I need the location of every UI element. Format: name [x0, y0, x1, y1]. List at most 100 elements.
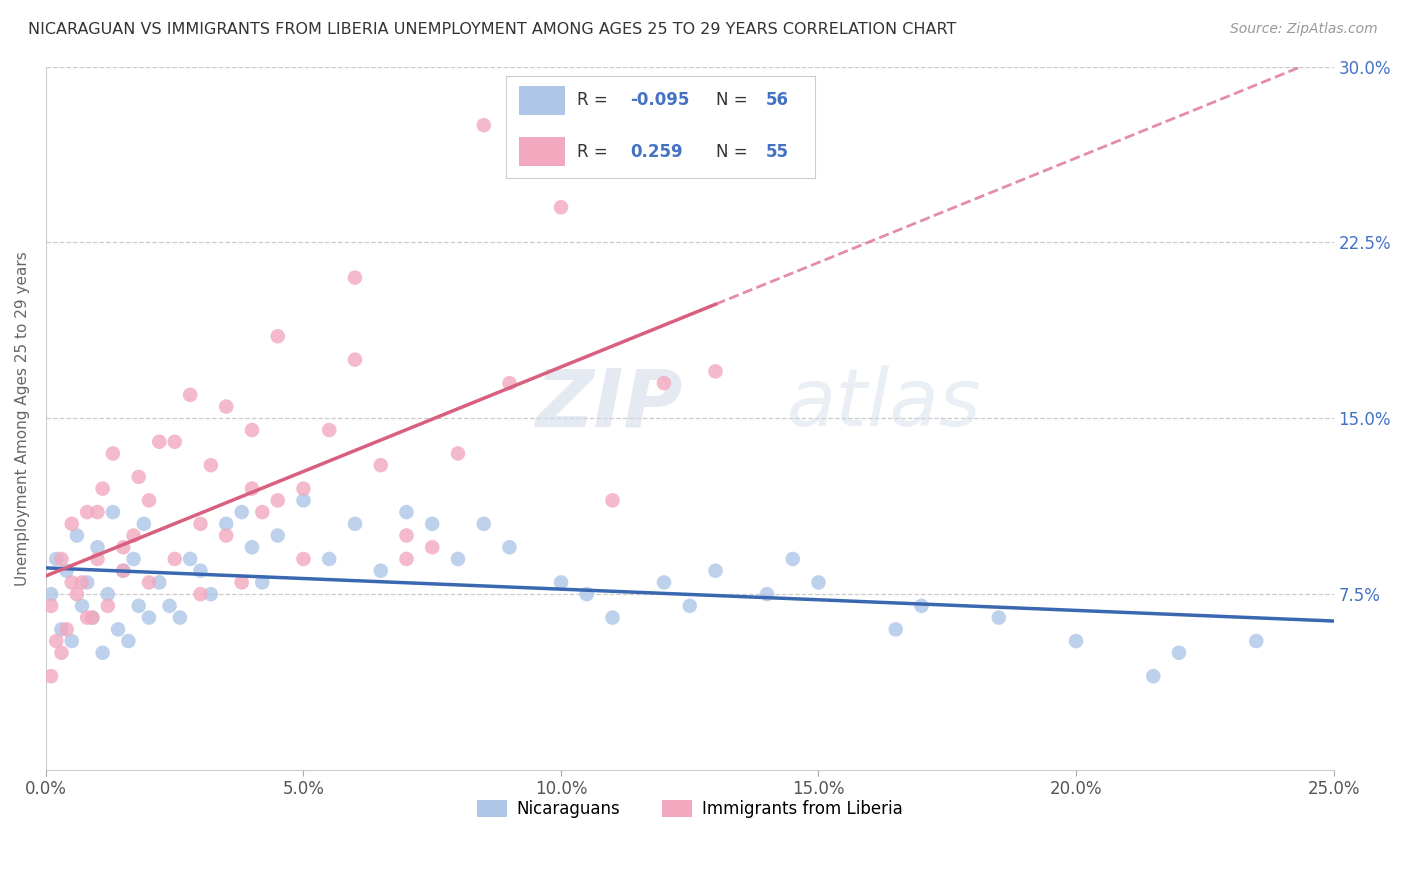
Point — [884, 623, 907, 637]
Point — [112, 541, 135, 555]
Point — [267, 329, 290, 343]
Point — [602, 610, 624, 624]
Point — [1142, 669, 1164, 683]
Point — [39, 599, 62, 613]
Point — [704, 364, 727, 378]
Bar — [519, 87, 565, 115]
Point — [148, 434, 170, 449]
Point — [472, 516, 495, 531]
Point — [107, 623, 129, 637]
Point — [128, 470, 150, 484]
Point — [138, 493, 160, 508]
Text: -0.095: -0.095 — [630, 92, 689, 110]
Point — [91, 482, 114, 496]
Point — [163, 552, 186, 566]
Point — [602, 493, 624, 508]
Point — [343, 270, 366, 285]
Bar — [519, 137, 565, 166]
Point — [51, 552, 73, 566]
Point — [240, 423, 263, 437]
Point — [679, 599, 702, 613]
Point — [82, 610, 104, 624]
Point — [987, 610, 1010, 624]
Point — [97, 599, 120, 613]
Point — [652, 575, 675, 590]
Text: 0.259: 0.259 — [630, 143, 682, 161]
Point — [60, 575, 83, 590]
Text: 55: 55 — [766, 143, 789, 161]
Text: R =: R = — [578, 92, 607, 110]
Point — [39, 587, 62, 601]
Point — [1246, 634, 1268, 648]
Point — [395, 552, 418, 566]
Point — [550, 200, 572, 214]
Point — [318, 423, 340, 437]
Point — [132, 516, 155, 531]
Point — [76, 610, 98, 624]
Point — [76, 505, 98, 519]
Point — [343, 516, 366, 531]
Point — [163, 434, 186, 449]
Point — [159, 599, 181, 613]
Point — [70, 575, 93, 590]
Point — [1064, 634, 1087, 648]
Point — [45, 634, 67, 648]
Point — [231, 505, 253, 519]
Point — [420, 541, 443, 555]
Point — [782, 552, 804, 566]
Point — [179, 388, 201, 402]
Point — [190, 516, 212, 531]
Point — [343, 352, 366, 367]
Point — [447, 446, 470, 460]
Point — [86, 541, 108, 555]
Point — [292, 482, 315, 496]
Point — [215, 528, 238, 542]
Point — [215, 400, 238, 414]
Point — [138, 575, 160, 590]
Point — [420, 516, 443, 531]
Point — [190, 564, 212, 578]
Y-axis label: Unemployment Among Ages 25 to 29 years: Unemployment Among Ages 25 to 29 years — [15, 251, 30, 586]
Point — [101, 446, 124, 460]
Point — [112, 564, 135, 578]
Point — [60, 634, 83, 648]
Point — [66, 528, 89, 542]
Point — [231, 575, 253, 590]
Point — [45, 552, 67, 566]
Point — [704, 564, 727, 578]
Point — [472, 118, 495, 132]
Point — [55, 623, 77, 637]
Point — [498, 541, 520, 555]
Point — [169, 610, 191, 624]
Point — [200, 458, 222, 473]
Point — [1168, 646, 1191, 660]
Point — [101, 505, 124, 519]
Point — [86, 552, 108, 566]
Point — [370, 564, 392, 578]
Text: Source: ZipAtlas.com: Source: ZipAtlas.com — [1230, 22, 1378, 37]
Point — [447, 552, 470, 566]
Point — [190, 587, 212, 601]
Point — [51, 646, 73, 660]
Point — [60, 516, 83, 531]
Point — [39, 669, 62, 683]
Point — [179, 552, 201, 566]
Point — [318, 552, 340, 566]
Point — [910, 599, 932, 613]
Text: atlas: atlas — [786, 365, 981, 443]
Point — [240, 482, 263, 496]
Point — [395, 505, 418, 519]
Point — [82, 610, 104, 624]
Point — [55, 564, 77, 578]
Text: NICARAGUAN VS IMMIGRANTS FROM LIBERIA UNEMPLOYMENT AMONG AGES 25 TO 29 YEARS COR: NICARAGUAN VS IMMIGRANTS FROM LIBERIA UN… — [28, 22, 956, 37]
Text: R =: R = — [578, 143, 607, 161]
Point — [292, 493, 315, 508]
Point — [550, 575, 572, 590]
Point — [97, 587, 120, 601]
Point — [652, 376, 675, 391]
Point — [66, 587, 89, 601]
Point — [122, 552, 145, 566]
Point — [148, 575, 170, 590]
Point — [128, 599, 150, 613]
Point — [112, 564, 135, 578]
